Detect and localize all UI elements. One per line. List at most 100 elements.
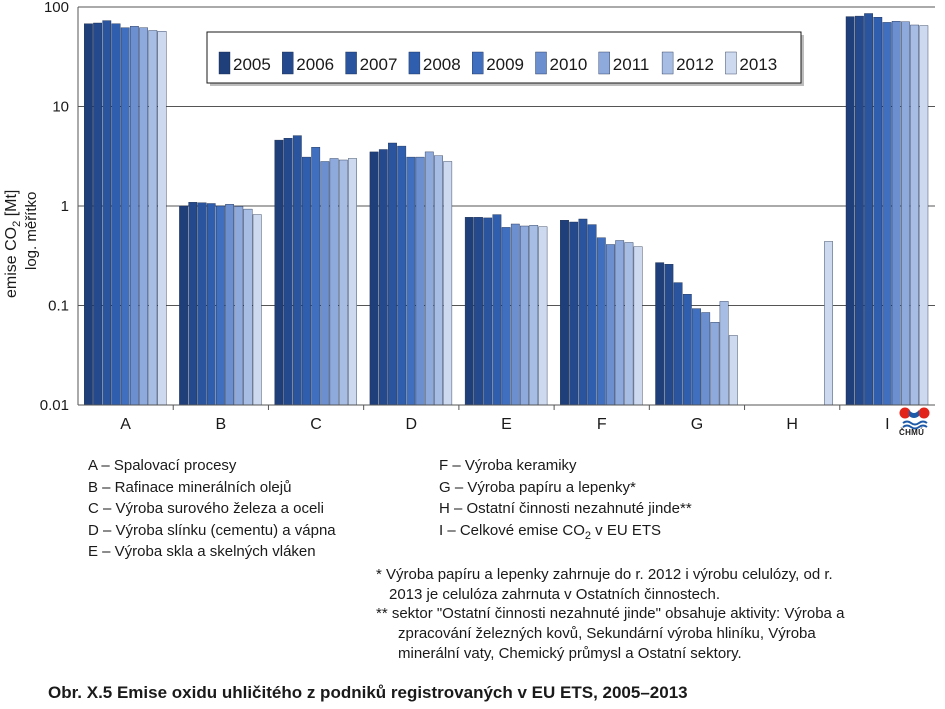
figure-caption: Obr. X.5 Emise oxidu uhličitého z podnik…	[48, 683, 688, 702]
bar-E-2008	[492, 214, 502, 406]
bar-I-2007	[864, 13, 874, 406]
bar-A-2009	[120, 27, 130, 406]
bar-E-2007	[483, 217, 493, 406]
y-tick-label: 10	[52, 99, 69, 116]
y-tick-label: 1	[61, 198, 69, 215]
bar-C-2005	[274, 139, 284, 406]
bar-D-2007	[388, 142, 397, 406]
x-tick-label: C	[310, 416, 322, 433]
bar-G-2011	[710, 322, 720, 406]
y-axis-title-subscript: 2	[11, 221, 23, 227]
bar-D-2006	[378, 149, 388, 406]
bar-C-2011	[329, 158, 339, 406]
x-tick-label: D	[405, 416, 417, 433]
category-note-i-subscript: 2	[584, 529, 592, 542]
legend-label-2011: 2011	[613, 55, 650, 74]
bar-C-2012	[338, 159, 348, 406]
footnote-1-line-1: * Výroba papíru a lepenky zahrnuje do r.…	[376, 566, 833, 583]
bar-A-2012	[148, 30, 158, 406]
bar-F-2007	[578, 218, 588, 406]
x-tick-label: I	[885, 416, 889, 433]
bar-D-2010	[415, 156, 425, 406]
bar-B-2007	[197, 202, 207, 406]
bar-B-2006	[188, 202, 198, 406]
y-tick-label: 0.1	[48, 298, 69, 315]
bar-C-2010	[320, 161, 330, 406]
bar-E-2009	[501, 227, 511, 406]
bar-D-2009	[406, 156, 416, 406]
legend-label-2012: 2012	[676, 55, 714, 74]
category-note-i: I – Celkové emise CO2 v EU ETS	[439, 520, 692, 548]
category-note-a: A – Spalovací procesy	[88, 457, 237, 474]
bar-B-2013	[252, 214, 262, 406]
x-tick-label: H	[786, 416, 798, 433]
bar-D-2013	[443, 161, 453, 406]
bar-I-2012	[910, 24, 920, 406]
bar-B-2011	[234, 206, 244, 406]
logo-red-dot-right	[918, 407, 930, 419]
y-axis-title: emise CO2 [Mt] log. měřítko	[3, 190, 40, 298]
legend-swatch-2007	[345, 51, 357, 75]
bar-D-2008	[397, 145, 407, 406]
category-note-d: D – Výroba slínku (cementu) a vápna	[88, 521, 336, 539]
bar-G-2009	[692, 308, 701, 406]
bar-G-2008	[682, 294, 692, 406]
bar-I-2009	[882, 22, 892, 406]
bar-E-2005	[464, 217, 474, 406]
bar-G-2010	[701, 312, 711, 406]
logo-blue-mark	[909, 410, 919, 418]
bar-A-2013	[157, 31, 167, 406]
x-tick-label: B	[215, 416, 226, 433]
bar-G-2012	[719, 301, 729, 406]
legend-swatch-2011	[598, 51, 610, 75]
bar-C-2007	[292, 135, 302, 406]
svg-text:emise CO2 [Mt]: emise CO2 [Mt]	[3, 190, 23, 298]
footnote-2-line-1: ** sektor "Ostatní činnosti nezahnuté ji…	[376, 605, 845, 622]
footnote-1: * Výroba papíru a lepenky zahrnuje do r.…	[376, 565, 833, 605]
bars	[83, 13, 929, 406]
legend-swatch-2006	[282, 51, 294, 75]
category-note-g: G – Výroba papíru a lepenky*	[439, 478, 636, 496]
legend-box	[206, 31, 802, 84]
x-tick-label: A	[120, 416, 131, 433]
bar-G-2013	[728, 335, 738, 406]
legend-swatch-2012	[661, 51, 674, 75]
bar-A-2011	[139, 27, 148, 406]
bar-I-2006	[855, 15, 864, 406]
chmu-logo-text: ČHMÚ	[899, 428, 925, 437]
legend: 2005 2006 2007 2008 2009 2010 2011 2012 2013	[206, 31, 804, 86]
bar-E-2011	[520, 225, 529, 406]
legend-swatch-2010	[535, 51, 547, 75]
bar-E-2006	[474, 217, 483, 406]
bar-I-2005	[845, 16, 855, 406]
bar-F-2013	[633, 246, 643, 406]
legend-label-2005: 2005	[233, 55, 271, 74]
legend-label-2007: 2007	[360, 55, 398, 74]
bar-G-2006	[664, 264, 674, 406]
footnote-2-line-3: minerální vaty, Chemický průmysl a Ostat…	[398, 645, 742, 662]
bar-C-2008	[302, 156, 311, 406]
footnote-2: ** sektor "Ostatní činnosti nezahnuté ji…	[376, 604, 844, 664]
legend-label-2009: 2009	[486, 55, 524, 74]
logo-wave-1	[902, 420, 928, 426]
footnote-2-line-2: zpracování železných kovů, Sekundární vý…	[398, 625, 816, 642]
y-tick-label: 0.01	[40, 397, 69, 414]
y-axis-title-main: emise CO	[3, 227, 20, 298]
legend-label-2008: 2008	[423, 55, 461, 74]
logo-red-dot-left	[899, 407, 911, 419]
legend-swatch-2008	[408, 51, 421, 75]
axes: 100 10 1 0.1 0.01 A B C D E F G H I	[40, 0, 935, 433]
bar-B-2012	[243, 208, 253, 406]
bar-D-2005	[369, 151, 379, 406]
bar-I-2013	[919, 25, 929, 406]
bar-G-2007	[673, 282, 683, 406]
bar-E-2012	[529, 225, 539, 406]
x-tick-label: E	[501, 416, 512, 433]
legend-label-2010: 2010	[550, 55, 588, 74]
bar-H-2013	[824, 241, 834, 406]
x-tick-label: F	[597, 416, 607, 433]
bar-C-2009	[311, 146, 321, 406]
bar-F-2009	[596, 237, 606, 406]
bar-F-2010	[606, 244, 615, 406]
